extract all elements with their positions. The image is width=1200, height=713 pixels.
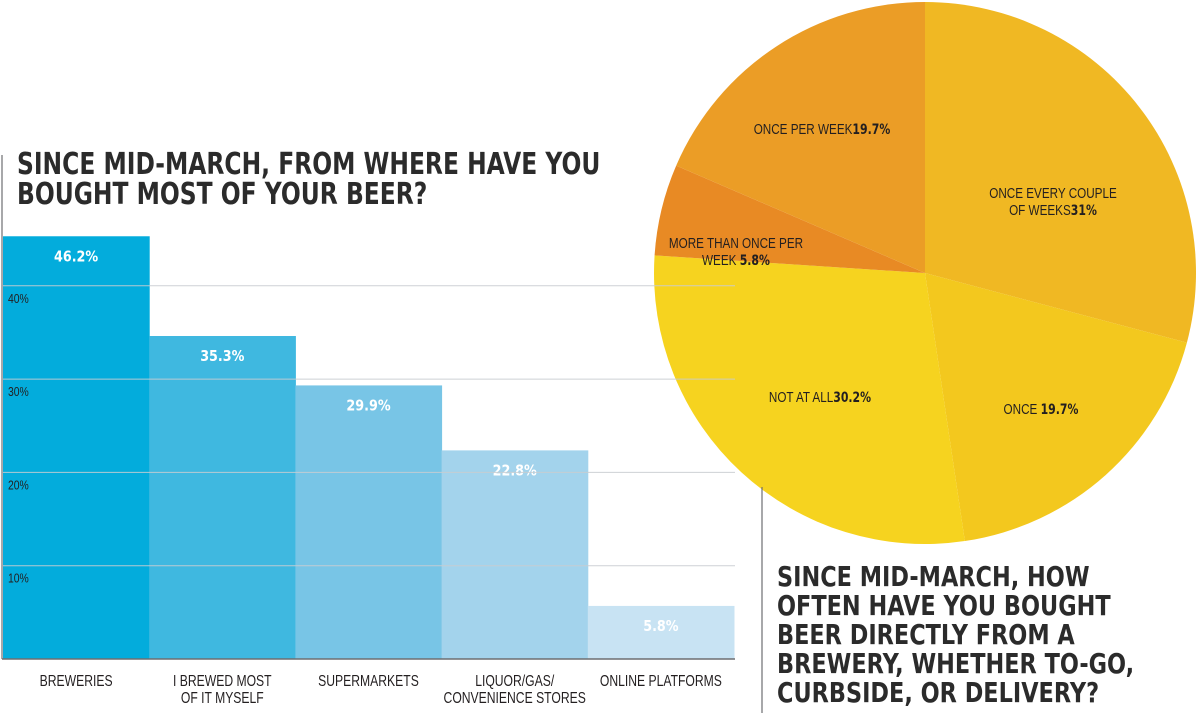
x-category-label-line: CONVENIENCE STORES bbox=[444, 689, 586, 707]
pie-slice bbox=[676, 2, 925, 273]
bar-value-label: 29.9% bbox=[346, 397, 390, 414]
bar bbox=[3, 236, 150, 659]
x-category-label-line: I BREWED MOST bbox=[173, 672, 272, 690]
x-category-label-line: ONLINE PLATFORMS bbox=[600, 672, 722, 690]
x-category-label: I BREWED MOST OF IT MYSELF bbox=[173, 672, 272, 707]
pie-slice bbox=[654, 165, 925, 273]
pie-chart-title-line: BEER DIRECTLY FROM A bbox=[777, 618, 1075, 651]
x-category-label-line: SUPERMARKETS bbox=[318, 672, 419, 690]
pie-slice-label-line: MORE THAN ONCE PER bbox=[669, 235, 803, 252]
pie-slice-value: 30.2% bbox=[833, 389, 871, 406]
bar bbox=[441, 450, 589, 659]
bar-value-label: 5.8% bbox=[643, 618, 678, 635]
x-category-label-line: LIQUOR/GAS/ bbox=[475, 672, 554, 690]
y-tick-label: 30% bbox=[8, 385, 29, 399]
pie-chart-title: SINCE MID-MARCH, HOW OFTEN HAVE YOU BOUG… bbox=[777, 562, 1134, 707]
pie-slice-label-line: WEEK bbox=[702, 252, 740, 269]
pie-slice-label: MORE THAN ONCE PER WEEK 5.8% bbox=[669, 235, 803, 269]
pie-slice-label-line: OF WEEKS bbox=[1009, 202, 1071, 219]
bar-value-label: 22.8% bbox=[493, 462, 537, 479]
pie-chart bbox=[653, 2, 1196, 545]
y-tick-label: 40% bbox=[8, 292, 29, 306]
x-category-label: BREWERIES bbox=[40, 672, 113, 690]
pie-slice-label-line: ONCE PER WEEK bbox=[754, 121, 853, 138]
pie-slice bbox=[925, 2, 1196, 343]
bar-value-label: 46.2% bbox=[54, 248, 98, 265]
pie-slice bbox=[925, 273, 1187, 542]
x-category-label-line: OF IT MYSELF bbox=[181, 689, 264, 707]
bar-chart-title-line: BOUGHT MOST OF YOUR BEER? bbox=[17, 177, 428, 212]
pie-slice-label-line: ONCE bbox=[1004, 401, 1041, 418]
bar bbox=[149, 336, 296, 659]
pie-slice-value: 31% bbox=[1071, 202, 1097, 219]
x-category-label: LIQUOR/GAS/CONVENIENCE STORES bbox=[444, 672, 586, 707]
pie-slice-value: 19.7% bbox=[1041, 401, 1079, 418]
pie-slice-value: 5.8% bbox=[740, 252, 771, 269]
bar-chart-title-line: SINCE MID-MARCH, FROM WHERE HAVE YOU bbox=[17, 147, 601, 182]
y-tick-label: 20% bbox=[8, 478, 29, 492]
x-category-label: SUPERMARKETS bbox=[318, 672, 419, 690]
pie-chart-title-line: CURBSIDE, OR DELIVERY? bbox=[777, 676, 1100, 709]
bar-chart: 46.2% 35.3% 29.9% 22.8% 5.8% 10% 20% 30% 40% BREW… bbox=[1, 155, 763, 713]
bar-chart-title: SINCE MID-MARCH, FROM WHERE HAVE YOU BOU… bbox=[17, 150, 600, 210]
bar bbox=[587, 605, 735, 659]
pie-chart-title-line: SINCE MID-MARCH, HOW bbox=[777, 560, 1090, 593]
bar-value-label: 35.3% bbox=[200, 348, 244, 365]
pie-slice-label: ONCE EVERY COUPLE OF WEEKS31% bbox=[989, 185, 1117, 219]
pie-labels: ONCE EVERY COUPLE OF WEEKS31% ONCE 19.7% NO… bbox=[669, 121, 1117, 418]
pie-slice-value: 19.7% bbox=[852, 121, 890, 138]
pie-slice-label: ONCE 19.7% bbox=[1004, 401, 1079, 418]
x-category-label: ONLINE PLATFORMS bbox=[600, 672, 722, 690]
pie-chart-title-line: OFTEN HAVE YOU BOUGHT bbox=[777, 589, 1111, 622]
pie-chart-title-line: BREWERY, WHETHER TO-GO, bbox=[777, 647, 1135, 680]
pie-slice-label: NOT AT ALL30.2% bbox=[769, 389, 872, 406]
bar bbox=[295, 385, 443, 659]
pie-slice-label: ONCE PER WEEK19.7% bbox=[754, 121, 891, 138]
y-tick-label: 10% bbox=[8, 572, 29, 586]
x-category-label-line: BREWERIES bbox=[40, 672, 113, 690]
pie-slice-label-line: ONCE EVERY COUPLE bbox=[989, 185, 1117, 202]
pie-slice bbox=[653, 255, 965, 545]
pie-slice-label-line: NOT AT ALL bbox=[769, 389, 834, 406]
